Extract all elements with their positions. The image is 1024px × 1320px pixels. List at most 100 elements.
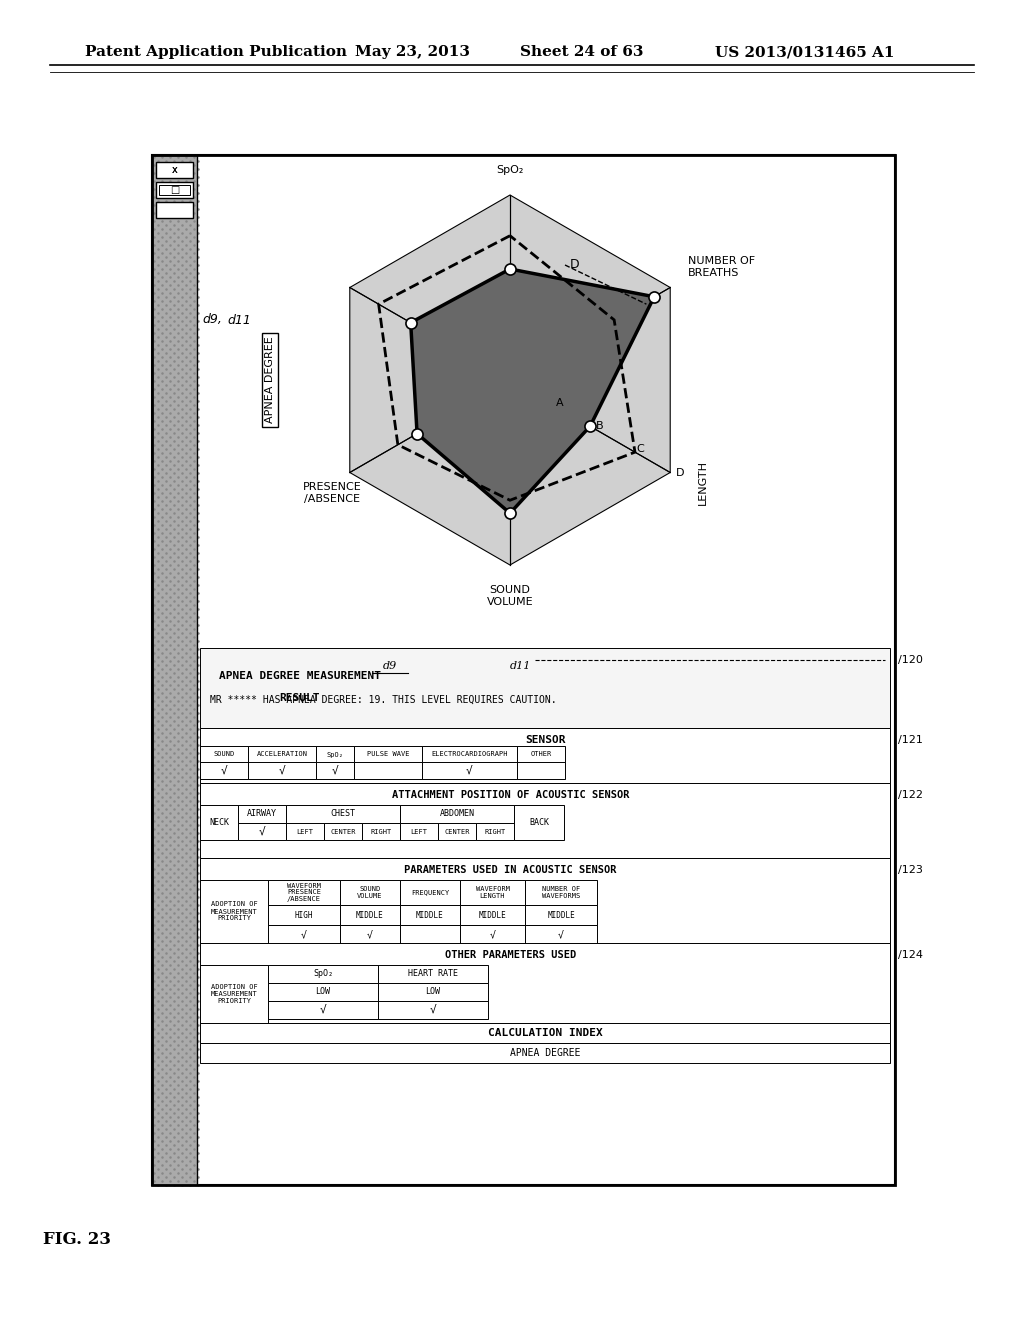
Text: ADOPTION OF
MEASUREMENT
PRIORITY: ADOPTION OF MEASUREMENT PRIORITY	[211, 902, 257, 921]
Polygon shape	[350, 195, 671, 565]
Bar	[268, 906, 340, 925]
Bar	[378, 965, 488, 983]
Bar	[152, 154, 895, 1185]
Text: NECK: NECK	[209, 818, 229, 828]
Text: D: D	[676, 467, 685, 478]
Text: ATTACHMENT POSITION OF ACOUSTIC SENSOR: ATTACHMENT POSITION OF ACOUSTIC SENSOR	[392, 789, 630, 800]
Bar	[200, 1023, 890, 1043]
Text: /123: /123	[898, 865, 923, 875]
Text: NUMBER OF
WAVEFORMS: NUMBER OF WAVEFORMS	[542, 886, 581, 899]
Text: d9: d9	[383, 661, 397, 671]
Text: APNEA DEGREE MEASUREMENT: APNEA DEGREE MEASUREMENT	[219, 671, 381, 681]
Text: LOW: LOW	[315, 987, 331, 997]
Bar	[400, 805, 514, 822]
Bar	[200, 648, 890, 729]
Bar	[268, 1001, 378, 1019]
Bar	[517, 746, 565, 763]
Text: /121: /121	[898, 735, 923, 744]
Text: May 23, 2013: May 23, 2013	[355, 45, 470, 59]
Text: B: B	[596, 421, 604, 432]
Bar	[354, 746, 422, 763]
Text: HEART RATE: HEART RATE	[408, 969, 458, 978]
Bar	[517, 762, 565, 779]
Text: Sheet 24 of 63: Sheet 24 of 63	[520, 45, 643, 59]
Text: LOW: LOW	[426, 987, 440, 997]
Text: C: C	[636, 445, 644, 454]
Text: PULSE WAVE: PULSE WAVE	[367, 751, 410, 758]
Bar	[316, 762, 354, 779]
Text: CALCULATION INDEX: CALCULATION INDEX	[487, 1028, 602, 1038]
Text: SpO₂: SpO₂	[497, 165, 523, 176]
Bar	[400, 906, 460, 925]
Bar	[525, 906, 597, 925]
Text: /122: /122	[898, 789, 923, 800]
Text: MIDDLE: MIDDLE	[547, 911, 574, 920]
Text: OTHER PARAMETERS USED: OTHER PARAMETERS USED	[444, 950, 577, 960]
Bar	[340, 906, 400, 925]
Bar	[460, 906, 525, 925]
Text: SOUND
VOLUME: SOUND VOLUME	[486, 585, 534, 607]
Bar	[248, 746, 316, 763]
Bar	[378, 983, 488, 1001]
Bar	[156, 162, 193, 178]
Bar	[400, 822, 438, 840]
Text: MR ***** HAS APNEA DEGREE: 19. THIS LEVEL REQUIRES CAUTION.: MR ***** HAS APNEA DEGREE: 19. THIS LEVE…	[210, 696, 557, 705]
Text: WAVEFORM
PRESENCE
/ABSENCE: WAVEFORM PRESENCE /ABSENCE	[287, 883, 321, 903]
Text: MIDDLE: MIDDLE	[356, 911, 384, 920]
Bar	[200, 729, 890, 783]
Text: /124: /124	[898, 950, 923, 960]
Polygon shape	[390, 242, 630, 519]
Bar	[200, 783, 890, 858]
Bar	[248, 762, 316, 779]
Bar	[200, 942, 890, 1023]
Text: □: □	[170, 185, 179, 195]
Text: √: √	[301, 929, 307, 939]
Bar	[159, 185, 190, 195]
Text: √: √	[332, 766, 338, 776]
Text: RIGHT: RIGHT	[371, 829, 391, 834]
Text: √: √	[489, 929, 496, 939]
Text: LENGTH: LENGTH	[697, 459, 708, 506]
Text: SpO₂: SpO₂	[313, 969, 333, 978]
Text: LEFT: LEFT	[411, 829, 427, 834]
Bar	[200, 858, 890, 942]
Text: x: x	[172, 165, 177, 176]
Bar	[268, 983, 378, 1001]
Bar	[340, 880, 400, 906]
Bar	[152, 154, 895, 1185]
Bar	[514, 805, 564, 840]
Text: NUMBER OF
BREATHS: NUMBER OF BREATHS	[687, 256, 755, 277]
Text: LEFT: LEFT	[297, 829, 313, 834]
Text: CENTER: CENTER	[331, 829, 355, 834]
Text: d11: d11	[227, 314, 251, 326]
Bar	[200, 1043, 890, 1063]
Bar	[476, 822, 514, 840]
Text: APNEA DEGREE: APNEA DEGREE	[510, 1048, 581, 1059]
Bar	[525, 880, 597, 906]
Bar	[268, 965, 378, 983]
Bar	[400, 925, 460, 942]
Text: CHEST: CHEST	[331, 809, 355, 818]
Text: d11: d11	[509, 661, 530, 671]
Bar	[316, 746, 354, 763]
Text: OTHER: OTHER	[530, 751, 552, 758]
Text: PRESENCE
/ABSENCE: PRESENCE /ABSENCE	[303, 483, 361, 504]
Bar	[378, 1001, 488, 1019]
Text: ABDOMEN: ABDOMEN	[439, 809, 474, 818]
Bar	[460, 880, 525, 906]
Text: FIG. 23: FIG. 23	[43, 1232, 111, 1249]
Text: Patent Application Publication: Patent Application Publication	[85, 45, 347, 59]
Bar	[362, 822, 400, 840]
Text: A: A	[556, 399, 563, 408]
Bar	[200, 762, 248, 779]
Text: ACCELERATION: ACCELERATION	[256, 751, 307, 758]
Bar	[422, 762, 517, 779]
Text: MIDDLE: MIDDLE	[416, 911, 443, 920]
Polygon shape	[411, 269, 654, 513]
Text: d9,: d9,	[202, 314, 222, 326]
Bar	[438, 822, 476, 840]
Text: US 2013/0131465 A1: US 2013/0131465 A1	[715, 45, 895, 59]
Text: MIDDLE: MIDDLE	[478, 911, 507, 920]
Polygon shape	[470, 334, 550, 426]
Bar	[324, 822, 362, 840]
